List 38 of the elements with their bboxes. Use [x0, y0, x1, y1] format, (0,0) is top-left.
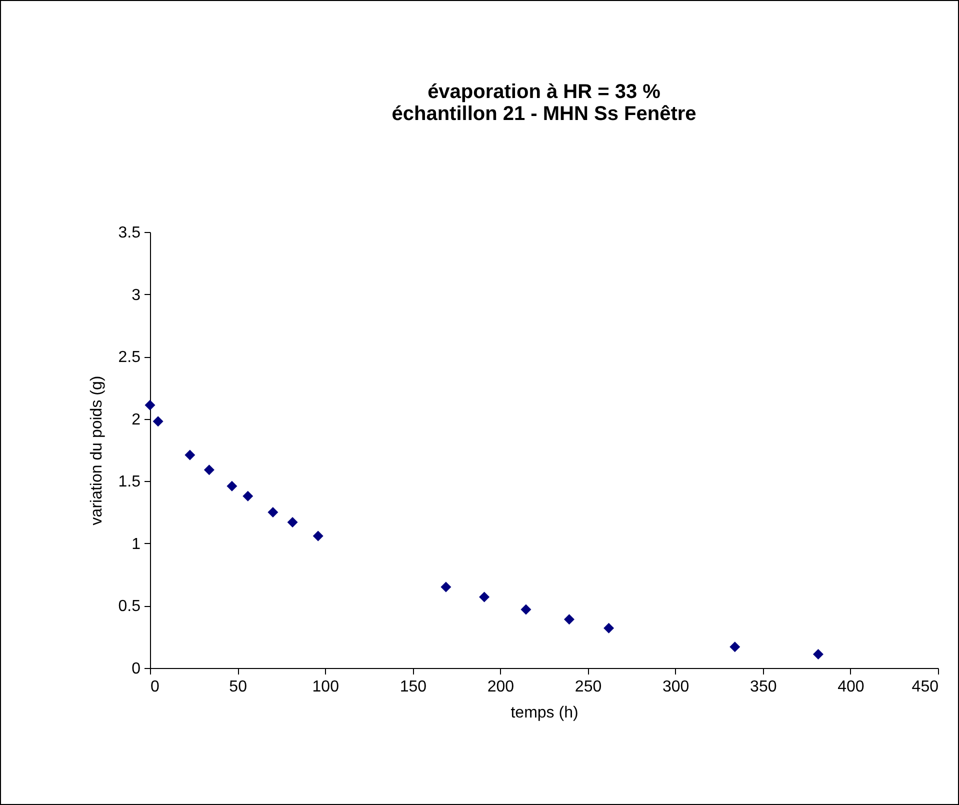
point: [730, 642, 740, 652]
x-tick-label: 400: [838, 678, 864, 696]
x-tick-label: 350: [750, 678, 777, 696]
y-tick-label: 1.5: [118, 474, 141, 491]
point: [268, 507, 278, 518]
x-tick-label: 50: [229, 678, 248, 696]
point: [242, 490, 254, 502]
y-tick-label: 0.5: [118, 598, 141, 616]
y-tick-label: 0: [132, 660, 141, 678]
point: [152, 416, 164, 427]
y-tick-label: 1: [132, 536, 141, 553]
point: [204, 464, 214, 476]
point: [440, 582, 452, 592]
x-tick-label: 250: [574, 678, 602, 696]
point: [564, 614, 574, 625]
x-tick-label: 300: [662, 678, 690, 696]
point: [144, 400, 156, 410]
y-axis-title: variation du poids (g): [88, 376, 106, 526]
x-tick-label: 100: [312, 678, 340, 696]
point: [520, 604, 532, 615]
y-tick-label: 3: [132, 286, 141, 304]
point: [184, 450, 196, 460]
x-axis-title: temps (h): [510, 704, 578, 722]
point: [226, 480, 238, 492]
point: [479, 592, 490, 602]
text: échantillon 21 - MHN Ss Fenêtre: [392, 103, 696, 125]
point: [604, 622, 614, 634]
text: évaporation à HR = 33 %: [428, 81, 660, 103]
x-tick-label: 150: [400, 678, 427, 696]
x-tick-label: 200: [487, 678, 514, 696]
point: [287, 517, 298, 528]
x-tick-label: 0: [150, 678, 160, 696]
y-tick-label: 2.5: [118, 349, 141, 366]
point: [312, 530, 324, 542]
y-tick-label: 3.5: [118, 224, 141, 242]
point: [812, 649, 824, 660]
x-tick-label: 450: [912, 678, 939, 696]
y-tick-label: 2: [132, 411, 141, 428]
